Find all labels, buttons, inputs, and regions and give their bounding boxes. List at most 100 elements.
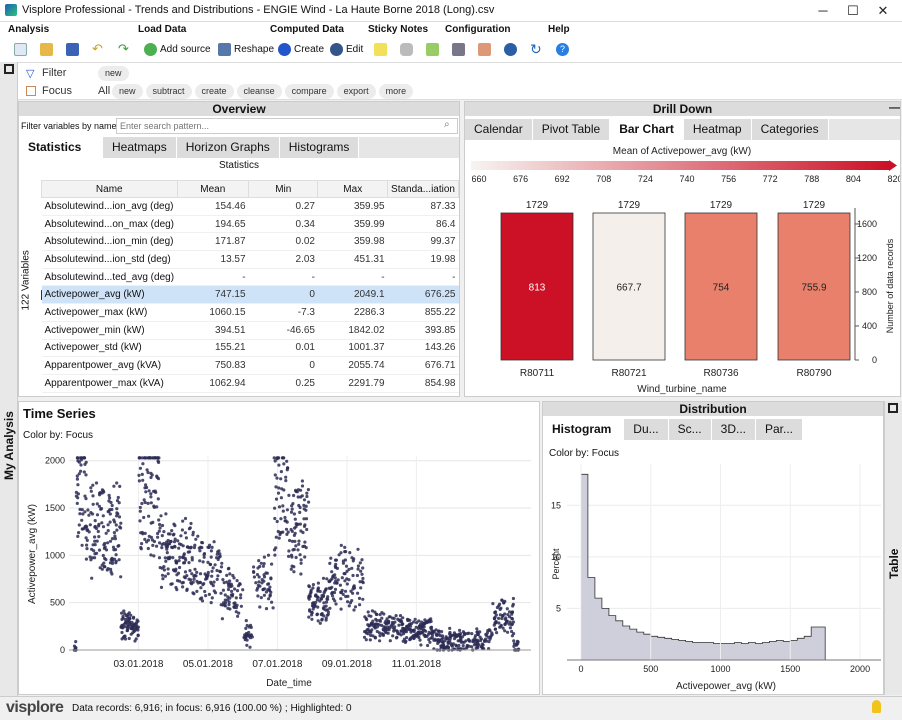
- focus-more-button[interactable]: more: [378, 84, 414, 99]
- data-point: [380, 616, 384, 620]
- database-icon[interactable]: [400, 42, 413, 56]
- table-row[interactable]: Absolutewind...ion_std (deg) 13.57 2.03 451…: [41, 250, 459, 269]
- focus-compare-button[interactable]: compare: [284, 84, 334, 99]
- timeseries-color-by[interactable]: Color by: Focus: [23, 430, 94, 441]
- group-computed-data[interactable]: Computed Data: [270, 24, 344, 35]
- data-point: [233, 587, 237, 591]
- table-row[interactable]: Activepower_min (kW) 394.51 -46.65 1842.02 3…: [41, 321, 459, 340]
- ribbon: Analysis Load Data Computed Data Sticky …: [0, 22, 902, 62]
- data-point: [391, 634, 395, 638]
- focus-cleanse-button[interactable]: cleanse: [236, 84, 282, 99]
- tab-parallel[interactable]: Par...: [755, 419, 803, 440]
- focus-create-button[interactable]: create: [194, 84, 234, 99]
- new-file-icon[interactable]: [14, 42, 27, 56]
- tab-pivot-table[interactable]: Pivot Table: [532, 119, 611, 140]
- group-configuration[interactable]: Configuration: [445, 24, 511, 35]
- data-point: [83, 510, 87, 514]
- focus-export-button[interactable]: export: [336, 84, 376, 99]
- table-row[interactable]: Absolutewind...ion_min (deg) 171.87 0.02 35…: [41, 232, 459, 252]
- data-point: [157, 460, 161, 464]
- data-point: [451, 642, 455, 646]
- tab-heatmaps[interactable]: Heatmaps: [103, 137, 177, 158]
- col-stddev[interactable]: Standa...iation: [387, 180, 459, 198]
- table-row[interactable]: Absolutewind...ted_avg (deg) - - - -: [41, 268, 459, 287]
- edit-button[interactable]: Edit: [330, 40, 363, 58]
- tab-3d[interactable]: 3D...: [711, 419, 756, 440]
- group-analysis[interactable]: Analysis: [8, 24, 50, 35]
- table-row[interactable]: Activepower_avg (kW) 747.15 0 2049.1 676.25: [41, 285, 459, 305]
- minimize-panel-icon[interactable]: —: [889, 102, 900, 114]
- col-min[interactable]: Min: [248, 180, 319, 198]
- group-help[interactable]: Help: [548, 24, 570, 35]
- group-load-data[interactable]: Load Data: [138, 24, 187, 35]
- focus-subtract-button[interactable]: subtract: [145, 84, 192, 99]
- config-list-icon[interactable]: [452, 42, 465, 56]
- histogram-chart[interactable]: 5 10 15 0 500 1000 1500 2000 Activepower_avg (kW…: [543, 460, 883, 694]
- close-button[interactable]: ✕: [877, 3, 889, 18]
- group-sticky-notes[interactable]: Sticky Notes: [368, 24, 429, 35]
- data-point: [77, 460, 81, 464]
- data-point: [120, 617, 124, 621]
- tab-statistics[interactable]: Statistics: [19, 137, 103, 158]
- table-row[interactable]: Activepower_std (kW) 155.21 0.01 1001.37 143…: [41, 339, 459, 358]
- tab-calendar[interactable]: Calendar: [465, 119, 533, 140]
- data-point: [363, 615, 367, 619]
- focus-new-button[interactable]: new: [112, 84, 143, 99]
- filter-new-button[interactable]: new: [98, 66, 129, 81]
- import-icon[interactable]: [478, 42, 491, 56]
- x-tick-label: 05.01.2018: [183, 659, 233, 670]
- help-icon[interactable]: ?: [556, 42, 569, 56]
- open-folder-icon[interactable]: [40, 42, 53, 56]
- cell-mean: 154.46: [177, 197, 249, 216]
- focus-all[interactable]: All: [98, 85, 111, 97]
- data-point: [191, 591, 195, 595]
- data-point: [461, 630, 465, 634]
- cell-std: 676.71: [387, 356, 459, 375]
- add-source-button[interactable]: Add source: [144, 40, 211, 58]
- tab-categories[interactable]: Categories: [751, 119, 829, 140]
- col-max[interactable]: Max: [317, 180, 389, 198]
- variable-search-input[interactable]: [116, 118, 458, 134]
- note-list-icon[interactable]: [426, 42, 439, 56]
- minimize-button[interactable]: ─: [818, 3, 828, 18]
- tab-histograms[interactable]: Histograms: [279, 137, 360, 158]
- timeseries-chart[interactable]: 0 500 1000 1500 2000 03.01.2018 05.01.2018 07.0…: [19, 444, 539, 694]
- col-mean[interactable]: Mean: [176, 180, 250, 198]
- table-row[interactable]: Apparentpower_avg (kVA) 750.83 0 2055.74 676…: [41, 356, 459, 375]
- refresh-icon[interactable]: ↻: [530, 40, 542, 57]
- my-analysis-tab[interactable]: My Analysis: [2, 411, 16, 480]
- cell-name: Absolutewind...ted_avg (deg): [41, 268, 178, 287]
- col-name[interactable]: Name: [41, 180, 178, 198]
- table-row[interactable]: Absolutewind...on_max (deg) 194.65 0.34 359…: [41, 215, 459, 234]
- globe-icon[interactable]: [504, 42, 517, 56]
- data-point: [310, 613, 314, 617]
- maximize-button[interactable]: ☐: [847, 3, 859, 18]
- sticky-note-icon[interactable]: [374, 42, 387, 56]
- create-button[interactable]: Create: [278, 40, 324, 58]
- tab-bar-chart[interactable]: Bar Chart: [610, 119, 684, 140]
- save-icon[interactable]: [66, 42, 79, 56]
- table-row[interactable]: Activepower_max (kW) 1060.15 -7.3 2286.3 855…: [41, 303, 459, 322]
- tab-scatter[interactable]: Sc...: [668, 419, 712, 440]
- table-tab[interactable]: Table: [887, 548, 901, 579]
- panel-maximize-icon[interactable]: [888, 403, 898, 413]
- data-point: [127, 611, 131, 615]
- table-row[interactable]: Absolutewind...ion_avg (deg) 154.46 0.27 35…: [41, 197, 459, 216]
- tab-horizon-graphs[interactable]: Horizon Graphs: [176, 137, 280, 158]
- tab-histogram[interactable]: Histogram: [543, 419, 625, 440]
- data-point: [356, 567, 360, 571]
- focus-checkbox-icon[interactable]: [26, 86, 36, 96]
- distribution-color-by[interactable]: Color by: Focus: [549, 448, 620, 459]
- data-point: [231, 573, 235, 578]
- data-point: [350, 566, 354, 570]
- reshape-button[interactable]: Reshape: [218, 40, 274, 58]
- redo-icon[interactable]: ↷: [118, 41, 129, 56]
- lightbulb-icon[interactable]: [872, 700, 881, 713]
- data-point: [471, 640, 475, 644]
- table-row[interactable]: Apparentpower_max (kVA) 1062.94 0.25 2291.7…: [41, 374, 459, 393]
- tab-heatmap[interactable]: Heatmap: [683, 119, 752, 140]
- sidebar-toggle-icon[interactable]: [4, 64, 14, 74]
- tab-duration[interactable]: Du...: [624, 419, 669, 440]
- cell-mean: -: [177, 268, 249, 287]
- undo-icon[interactable]: ↶: [92, 41, 103, 56]
